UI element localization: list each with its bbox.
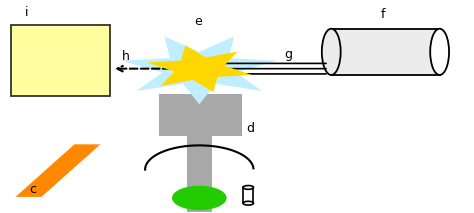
- Polygon shape: [16, 144, 100, 197]
- Circle shape: [172, 186, 227, 210]
- Polygon shape: [121, 36, 277, 104]
- Bar: [11, 24, 110, 96]
- Bar: [243, 187, 254, 203]
- Polygon shape: [147, 45, 252, 92]
- Ellipse shape: [430, 29, 449, 75]
- Ellipse shape: [243, 201, 254, 205]
- Text: e: e: [195, 14, 202, 27]
- Text: f: f: [381, 8, 385, 21]
- Bar: [331, 29, 439, 75]
- Ellipse shape: [243, 186, 254, 189]
- Text: d: d: [246, 122, 255, 135]
- Bar: [187, 136, 212, 212]
- Text: c: c: [30, 183, 36, 196]
- Text: g: g: [284, 48, 292, 61]
- Text: h: h: [121, 50, 129, 63]
- Ellipse shape: [322, 29, 341, 75]
- Bar: [159, 94, 242, 136]
- Text: i: i: [25, 6, 28, 19]
